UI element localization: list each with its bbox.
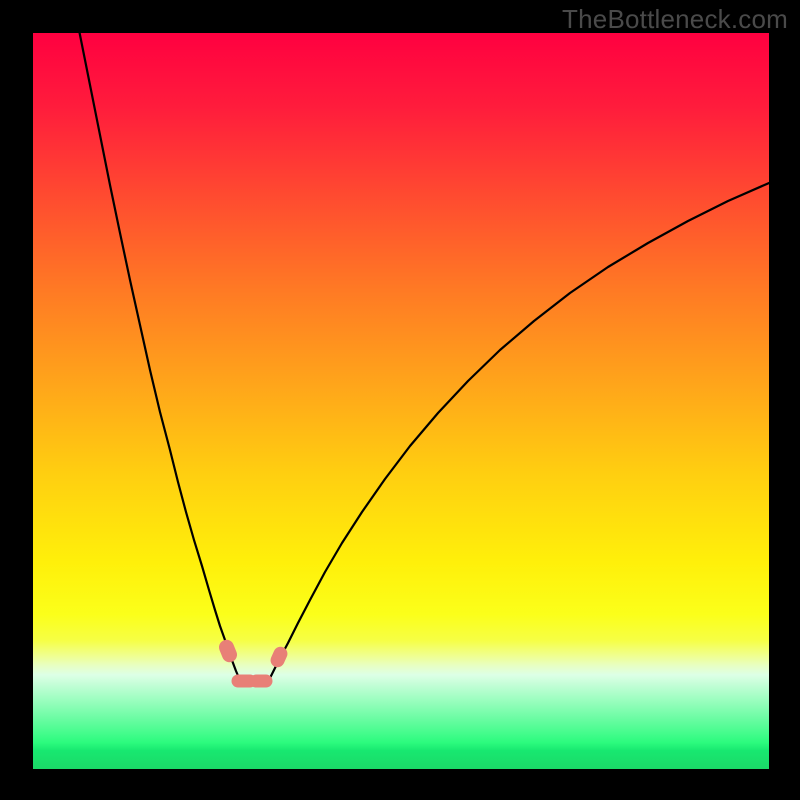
plot-area [33, 33, 769, 769]
curve-path [73, 33, 769, 678]
curve-marker [217, 638, 238, 664]
curve-marker [250, 675, 272, 687]
watermark-text: TheBottleneck.com [562, 4, 788, 35]
bottleneck-curve [33, 33, 769, 769]
